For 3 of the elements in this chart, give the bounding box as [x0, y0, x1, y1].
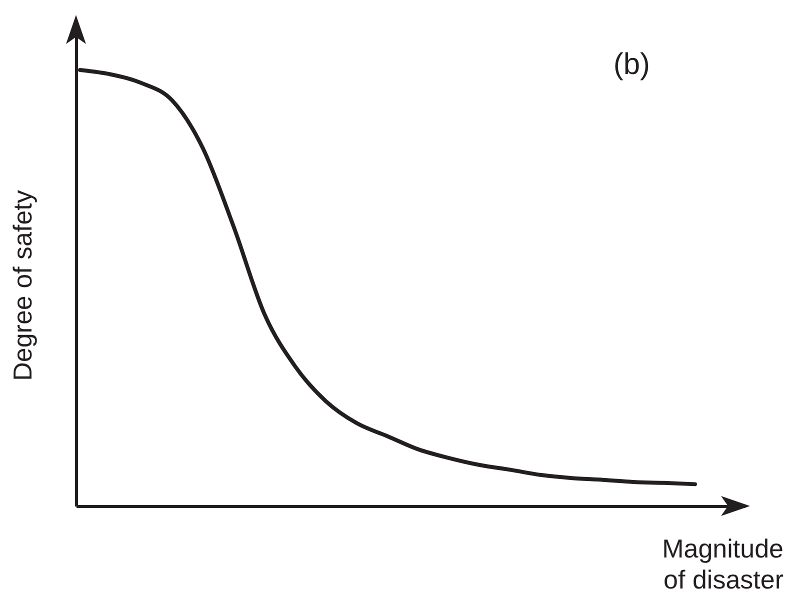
- x-axis-title: Magnitude of disaster: [662, 534, 784, 594]
- chart-title: (b): [613, 48, 650, 81]
- y-axis-title: Degree of safety: [8, 190, 38, 381]
